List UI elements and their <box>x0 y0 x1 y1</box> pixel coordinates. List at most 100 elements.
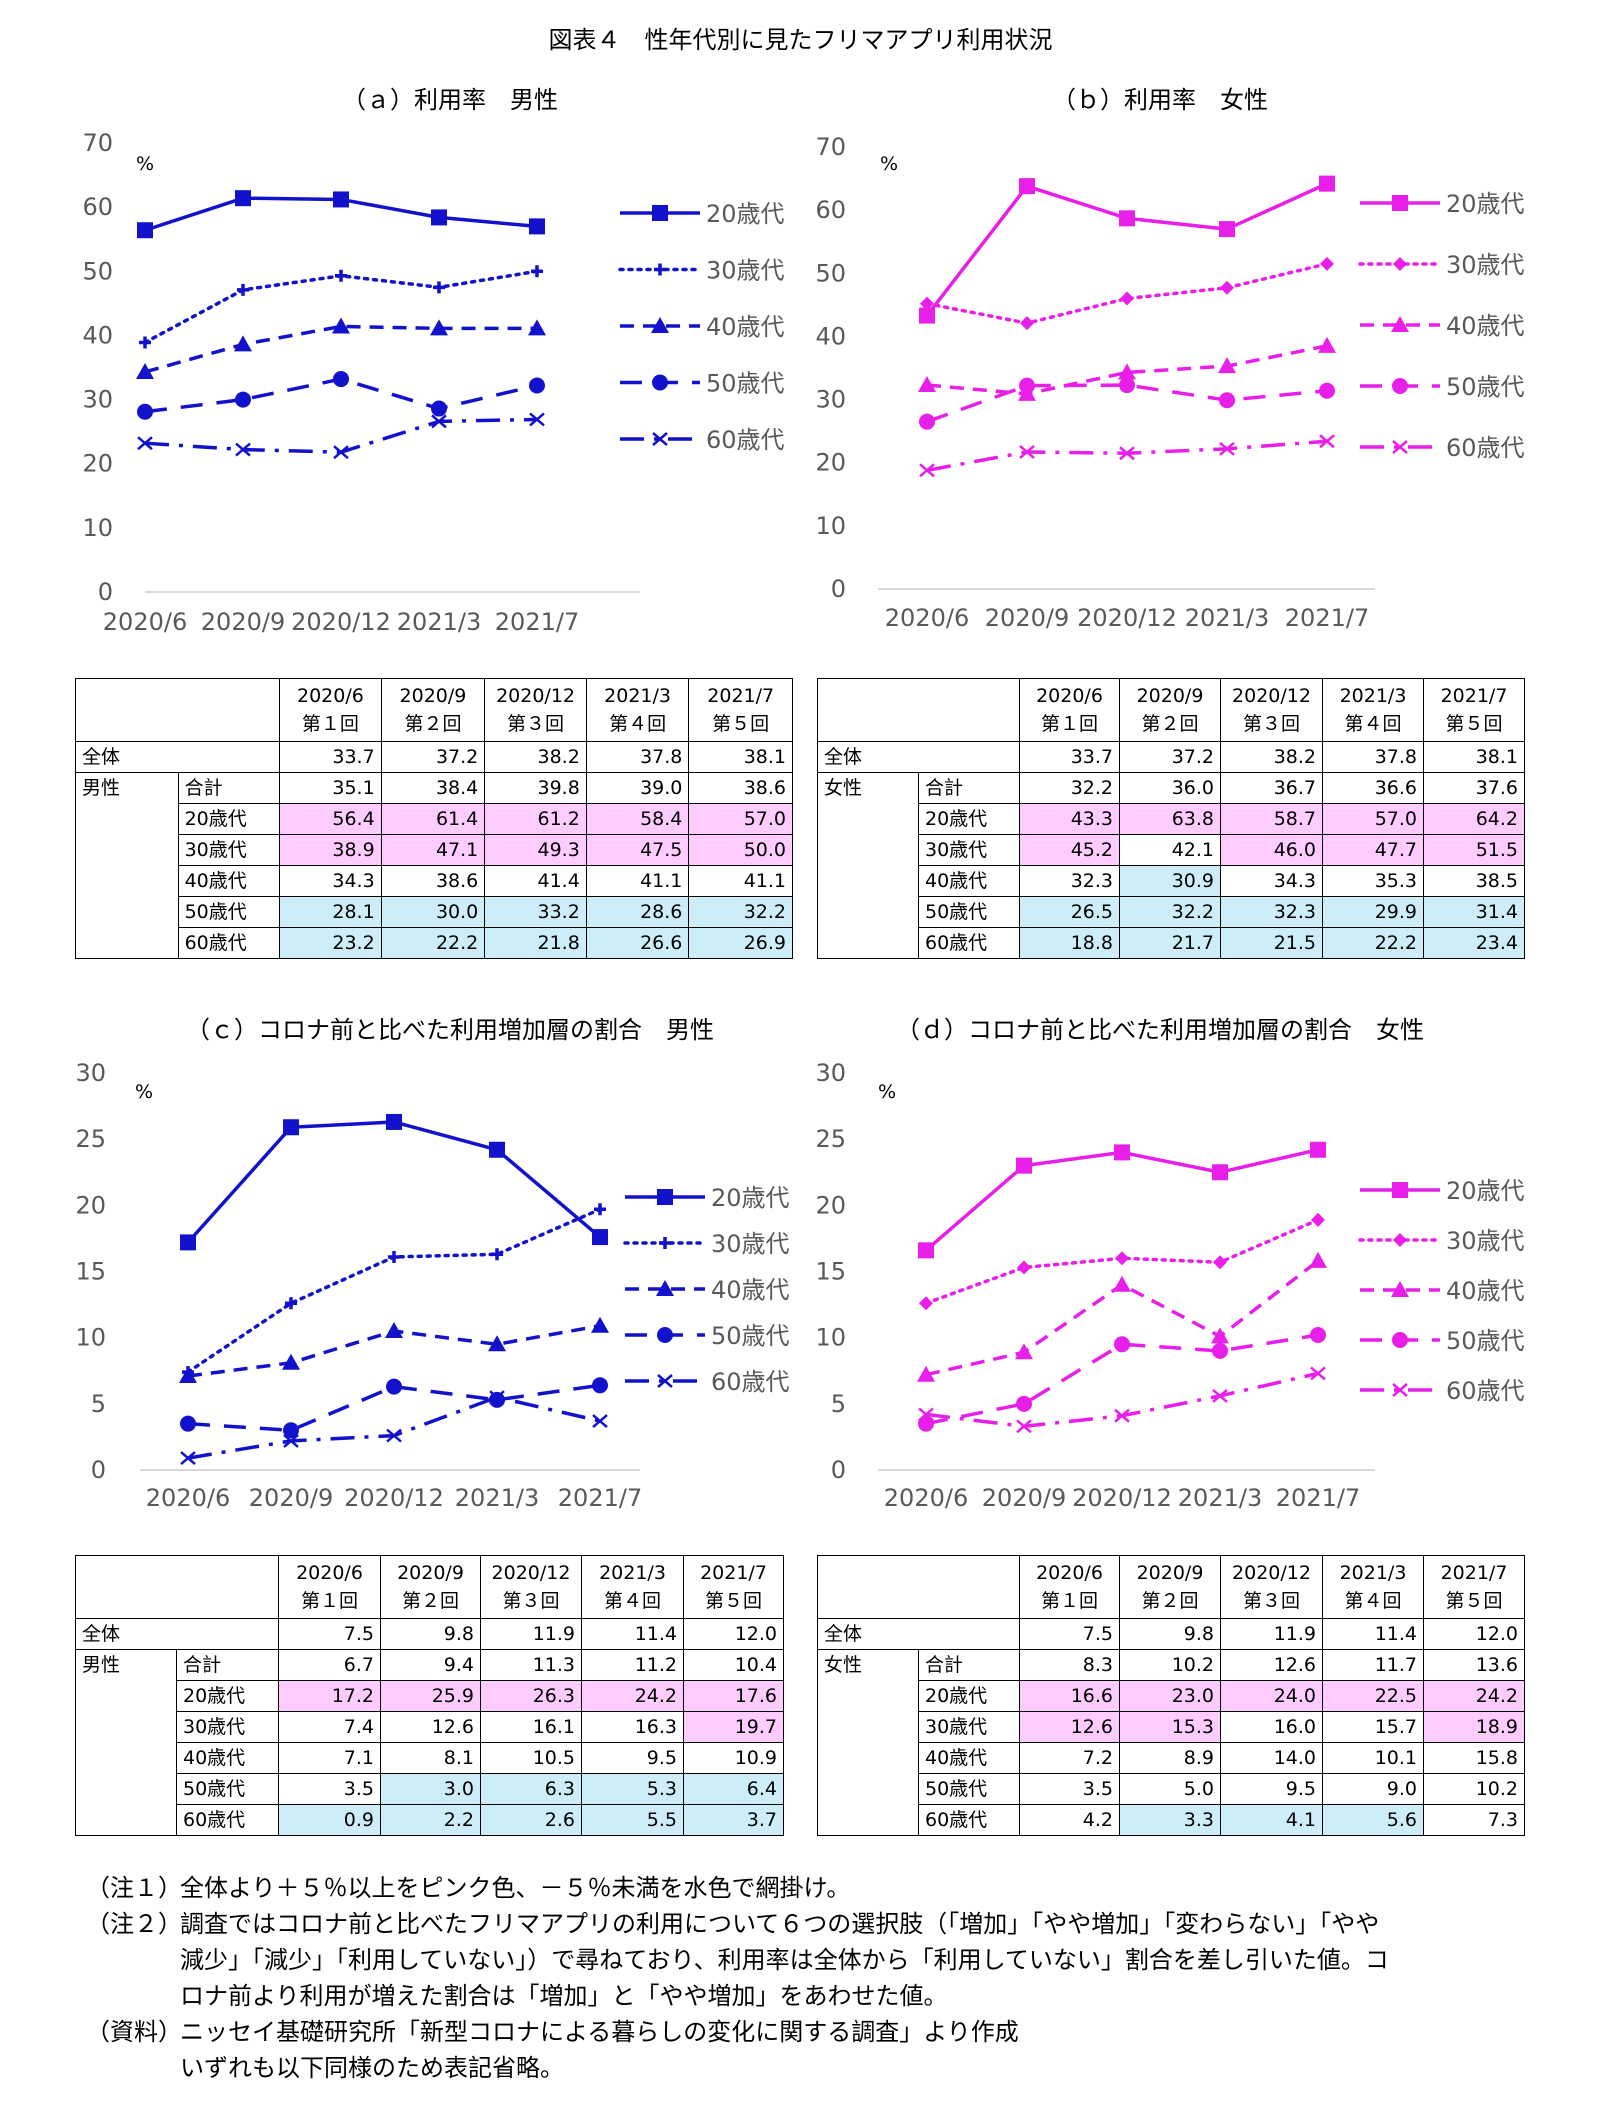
legend-label: 50歳代 <box>1446 1327 1525 1355</box>
header-date: 2020/6 <box>1036 685 1103 707</box>
row-group-spacer <box>817 803 919 835</box>
y-unit-label: % <box>136 153 154 175</box>
table-header-cell: 2020/6 第１回 <box>278 1555 381 1619</box>
table-cell: 12.6 <box>1019 1711 1120 1743</box>
legend-label: 60歳代 <box>711 1368 790 1396</box>
row-group-spacer <box>817 1742 919 1774</box>
note-line: 減少」「減少」「利用していない」）で尋ねており、利用率は全体から「利用していない… <box>180 1946 1389 1974</box>
table-cell: 34.3 <box>1220 865 1323 897</box>
data-point <box>1016 1395 1032 1412</box>
legend-item: 20歳代 <box>1360 190 1525 218</box>
table-cell: 21.7 <box>1119 927 1221 959</box>
y-unit-label: % <box>878 1081 896 1103</box>
legend-label: 30歳代 <box>1446 251 1525 279</box>
table-cell: 2.2 <box>380 1804 481 1836</box>
data-point <box>591 1316 609 1333</box>
y-tick-label: 10 <box>815 512 846 540</box>
header-round: 第４回 <box>1344 713 1402 735</box>
data-point <box>333 191 349 208</box>
data-point <box>1320 256 1334 271</box>
header-round: 第２回 <box>401 1590 459 1612</box>
legend-label: 20歳代 <box>706 200 785 228</box>
table-cell: 32.2 <box>688 896 793 928</box>
y-tick-label: 30 <box>82 386 113 414</box>
table-cell: 5.0 <box>1119 1773 1221 1805</box>
legend-marker <box>1391 1281 1409 1297</box>
note-line: いずれも以下同様のため表記省略。 <box>180 2054 564 2082</box>
table-cell: 63.8 <box>1119 803 1221 835</box>
y-tick-label: 0 <box>831 1456 846 1484</box>
x-tick-label: 2021/7 <box>1276 1484 1360 1512</box>
legend-item: 40歳代 <box>1360 312 1525 340</box>
data-point <box>1114 1336 1130 1353</box>
legend-item: 50歳代 <box>1360 1327 1525 1355</box>
table-cell: 47.5 <box>585 834 690 866</box>
y-tick-label: 70 <box>82 129 113 157</box>
data-point <box>386 1378 402 1395</box>
header-date: 2021/7 <box>700 1562 767 1584</box>
table-cell: 12.0 <box>683 1618 784 1650</box>
table-cell: 39.8 <box>484 772 587 804</box>
data-point <box>489 1390 505 1405</box>
row-group-spacer <box>817 865 919 897</box>
legend-item: 30歳代 <box>1358 1227 1525 1255</box>
data-point <box>285 1297 297 1310</box>
data-point <box>180 1234 196 1251</box>
data-point <box>179 1367 197 1384</box>
table-cell: 25.9 <box>380 1680 481 1712</box>
data-point <box>430 319 448 336</box>
table-cell: 3.5 <box>1019 1773 1120 1805</box>
table-cell: 23.0 <box>1119 1680 1221 1712</box>
data-point <box>919 1296 933 1311</box>
table-cell: 37.2 <box>1119 741 1221 773</box>
data-point <box>235 442 251 457</box>
header-date: 2021/7 <box>707 685 775 707</box>
series-30歳代 <box>919 1212 1325 1311</box>
legend-label: 20歳代 <box>1446 190 1525 218</box>
page-title: 図表４ 性年代別に見たフリマアプリ利用状況 <box>548 26 1053 54</box>
table-cell: 64.2 <box>1423 803 1525 835</box>
data-point <box>235 190 251 207</box>
y-tick-label: 30 <box>815 386 846 414</box>
table-cell: 29.9 <box>1322 896 1424 928</box>
row-label: 50歳代 <box>918 1773 1020 1805</box>
table-cell: 15.8 <box>1423 1742 1525 1774</box>
table-cell: 17.2 <box>278 1680 381 1712</box>
x-tick-label: 2021/7 <box>558 1484 642 1512</box>
table-corner-cell <box>74 678 281 742</box>
data-point <box>918 1415 934 1432</box>
data-point <box>1310 1141 1326 1158</box>
legend-marker <box>1391 316 1409 332</box>
header-date: 2021/7 <box>1440 685 1508 707</box>
note-body: ニッセイ基礎研究所「新型コロナによる暮らしの変化に関する調査」より作成 いずれも以… <box>180 2014 1546 2086</box>
table-header-cell: 2021/3 第４回 <box>1322 678 1424 742</box>
row-label: 合計 <box>918 772 1020 804</box>
table-cell: 41.4 <box>484 865 587 897</box>
row-label: 50歳代 <box>177 896 281 928</box>
data-point <box>1319 434 1335 449</box>
row-group-spacer <box>817 1804 919 1836</box>
table-cell: 7.1 <box>278 1742 381 1774</box>
y-tick-label: 30 <box>75 1059 106 1087</box>
legend-marker <box>652 205 668 221</box>
x-tick-label: 2020/12 <box>1077 604 1177 632</box>
x-tick-label: 2021/7 <box>495 608 579 636</box>
table-cell: 16.0 <box>1220 1711 1323 1743</box>
table-cell: 10.2 <box>1423 1773 1525 1805</box>
row-group-label: 女性 <box>817 1649 919 1681</box>
table-cell: 15.7 <box>1322 1711 1424 1743</box>
row-label-overall: 全体 <box>74 741 281 773</box>
table-cell: 8.9 <box>1119 1742 1221 1774</box>
data-point <box>1309 1251 1327 1268</box>
data-point <box>592 1229 608 1246</box>
table-cell: 47.1 <box>380 834 486 866</box>
series-20歳代 <box>180 1113 608 1251</box>
header-date: 2020/9 <box>1136 685 1204 707</box>
legend-item: 30歳代 <box>618 257 785 285</box>
table-cell: 12.6 <box>1220 1649 1323 1681</box>
row-group-spacer <box>817 1711 919 1743</box>
series-50歳代 <box>919 377 1335 430</box>
data-point <box>529 412 545 427</box>
header-date: 2020/12 <box>1232 685 1311 707</box>
